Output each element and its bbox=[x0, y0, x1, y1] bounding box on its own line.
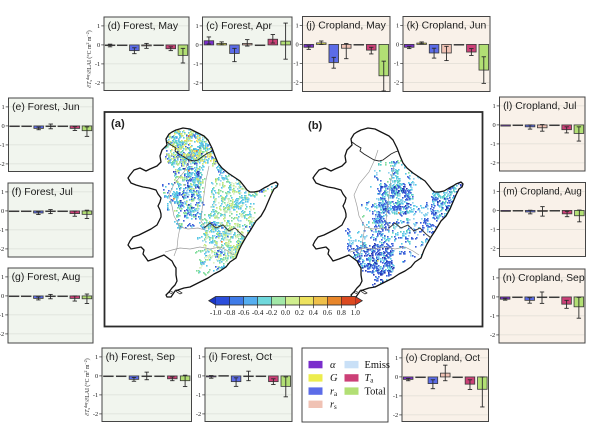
svg-text:1: 1 bbox=[97, 23, 100, 30]
svg-text:0: 0 bbox=[1, 123, 4, 130]
svg-text:1: 1 bbox=[1, 274, 4, 281]
svg-text:-1: -1 bbox=[95, 61, 100, 68]
svg-text:-1: -1 bbox=[0, 312, 4, 319]
svg-text:-2: -2 bbox=[393, 412, 398, 419]
svg-text:0.2: 0.2 bbox=[295, 308, 304, 317]
svg-text:0: 0 bbox=[492, 294, 495, 301]
svg-text:-1.0: -1.0 bbox=[210, 308, 222, 317]
svg-text:(n) Cropland, Sep: (n) Cropland, Sep bbox=[503, 273, 585, 284]
svg-text:1: 1 bbox=[492, 103, 495, 110]
svg-text:0: 0 bbox=[396, 42, 399, 49]
svg-text:(c) Forest, Apr: (c) Forest, Apr bbox=[206, 21, 272, 32]
svg-text:1: 1 bbox=[492, 189, 495, 196]
svg-text:-2: -2 bbox=[95, 80, 100, 87]
svg-text:rs: rs bbox=[330, 400, 337, 412]
svg-text:(a): (a) bbox=[111, 118, 125, 130]
svg-text:-2: -2 bbox=[0, 161, 5, 168]
svg-text:1: 1 bbox=[295, 23, 298, 30]
svg-text:-1: -1 bbox=[394, 61, 399, 68]
svg-text:Ta: Ta bbox=[365, 373, 375, 385]
svg-text:(b): (b) bbox=[308, 120, 323, 132]
svg-text:0.4: 0.4 bbox=[309, 308, 318, 317]
svg-text:(m) Cropland, Aug: (m) Cropland, Aug bbox=[503, 187, 582, 198]
svg-text:(h) Forest, Sep: (h) Forest, Sep bbox=[106, 352, 176, 363]
svg-text:0: 0 bbox=[1, 293, 4, 300]
svg-text:-2: -2 bbox=[0, 246, 4, 253]
svg-text:-1: -1 bbox=[490, 313, 495, 320]
svg-text:(f) Forest, Jul: (f) Forest, Jul bbox=[12, 187, 73, 198]
svg-text:(k) Cropland, Jun: (k) Cropland, Jun bbox=[407, 21, 487, 32]
svg-text:-0.2: -0.2 bbox=[266, 308, 278, 317]
svg-text:-1: -1 bbox=[193, 61, 198, 68]
svg-text:ra: ra bbox=[330, 386, 338, 398]
svg-text:α: α bbox=[330, 360, 336, 371]
svg-text:-2: -2 bbox=[490, 160, 495, 167]
svg-text:0: 0 bbox=[198, 373, 201, 380]
svg-text:-2: -2 bbox=[93, 411, 98, 418]
svg-text:-1: -1 bbox=[293, 61, 298, 68]
svg-text:0: 0 bbox=[492, 208, 495, 215]
svg-text:1: 1 bbox=[1, 189, 4, 196]
svg-text:-1: -1 bbox=[490, 227, 495, 234]
svg-text:G: G bbox=[330, 373, 338, 384]
svg-text:0: 0 bbox=[97, 42, 100, 49]
svg-text:1: 1 bbox=[1, 104, 4, 111]
svg-text:(l) Cropland, Jul: (l) Cropland, Jul bbox=[503, 101, 576, 112]
svg-text:1: 1 bbox=[396, 23, 399, 30]
svg-text:-1: -1 bbox=[0, 227, 4, 234]
svg-text:-1: -1 bbox=[0, 142, 5, 149]
svg-text:1: 1 bbox=[492, 275, 495, 282]
svg-text:1.0: 1.0 bbox=[351, 308, 360, 317]
svg-text:-0.8: -0.8 bbox=[224, 308, 236, 317]
svg-text:1: 1 bbox=[395, 355, 398, 362]
svg-text:0.0: 0.0 bbox=[281, 308, 290, 317]
svg-text:1: 1 bbox=[95, 354, 98, 361]
svg-text:-2: -2 bbox=[293, 80, 298, 87]
svg-text:Emiss: Emiss bbox=[365, 360, 390, 371]
svg-text:(g) Forest, Aug: (g) Forest, Aug bbox=[12, 272, 81, 283]
svg-text:Total: Total bbox=[365, 386, 386, 397]
svg-text:0.8: 0.8 bbox=[337, 308, 346, 317]
svg-text:-2: -2 bbox=[0, 331, 4, 338]
svg-text:1: 1 bbox=[198, 354, 201, 361]
svg-text:0: 0 bbox=[195, 42, 198, 49]
svg-text:-0.4: -0.4 bbox=[252, 308, 264, 317]
svg-text:-2: -2 bbox=[490, 332, 495, 339]
svg-text:-2: -2 bbox=[394, 80, 399, 87]
svg-text:-1: -1 bbox=[393, 393, 398, 400]
svg-text:0: 0 bbox=[95, 373, 98, 380]
svg-text:0: 0 bbox=[1, 208, 4, 215]
svg-text:-2: -2 bbox=[490, 246, 495, 253]
svg-text:1: 1 bbox=[195, 23, 198, 30]
svg-text:∂Tsday/∂LAI (°C m2 m−2): ∂Tsday/∂LAI (°C m2 m−2) bbox=[85, 30, 93, 87]
svg-text:(i) Forest, Oct: (i) Forest, Oct bbox=[209, 352, 273, 363]
svg-text:(o) Cropland, Oct: (o) Cropland, Oct bbox=[406, 353, 481, 364]
svg-text:0: 0 bbox=[295, 42, 298, 49]
svg-text:-1: -1 bbox=[93, 392, 98, 399]
svg-text:(d) Forest, May: (d) Forest, May bbox=[108, 21, 179, 32]
svg-text:-1: -1 bbox=[490, 141, 495, 148]
svg-text:-2: -2 bbox=[196, 411, 201, 418]
svg-text:-2: -2 bbox=[193, 80, 198, 87]
svg-text:-0.6: -0.6 bbox=[238, 308, 250, 317]
svg-text:-1: -1 bbox=[196, 392, 201, 399]
svg-text:0: 0 bbox=[395, 374, 398, 381]
svg-text:(e) Forest, Jun: (e) Forest, Jun bbox=[12, 102, 80, 113]
svg-text:0.6: 0.6 bbox=[323, 308, 332, 317]
svg-text:(j) Cropland, May: (j) Cropland, May bbox=[306, 21, 386, 32]
svg-text:0: 0 bbox=[492, 122, 495, 129]
svg-text:∂Tsday/∂LAI (°C m2 m−2): ∂Tsday/∂LAI (°C m2 m−2) bbox=[83, 358, 91, 415]
